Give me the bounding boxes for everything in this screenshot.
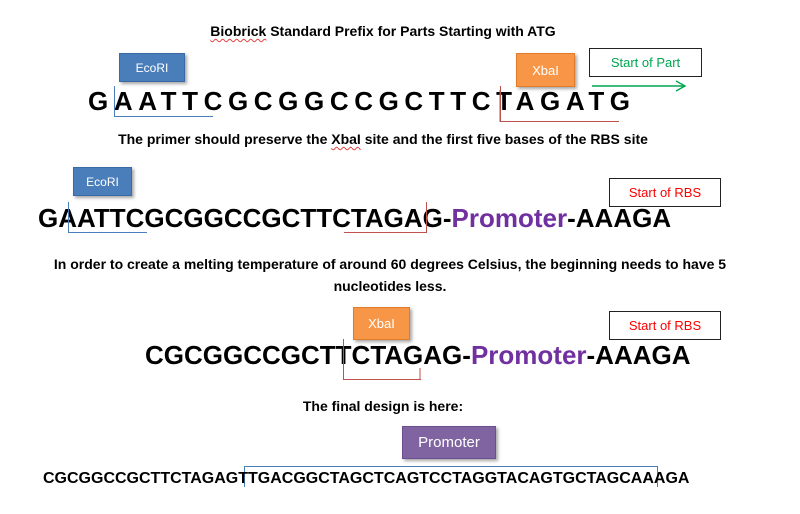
xbai-box-2: XbaI bbox=[353, 307, 410, 340]
xbai-box-1: XbaI bbox=[516, 53, 575, 87]
xbai-label-1: XbaI bbox=[532, 62, 559, 78]
ecori-label-1: EcoRI bbox=[135, 60, 169, 75]
start-of-rbs-label-1: Start of RBS bbox=[628, 185, 702, 200]
final-sequence: CGCGGCCGCTTCTAGAGTTGACGGCTAGCTCAGTCCTAGG… bbox=[43, 470, 690, 487]
ecori-box-2: EcoRI bbox=[73, 167, 132, 196]
promoter-bracket bbox=[244, 466, 658, 487]
promoter-text-2: Promoter bbox=[451, 203, 568, 233]
start-of-part-arrow-head bbox=[675, 80, 687, 92]
ecori-bracket-2 bbox=[68, 202, 147, 233]
promoter-box-label: Promoter bbox=[418, 434, 480, 451]
start-of-part-label: Start of Part bbox=[610, 55, 681, 70]
prefix-sequence-1: GAATTCGCGGCCGCTTCTAGATG bbox=[88, 86, 636, 116]
xbai-bracket-3 bbox=[343, 339, 421, 380]
primer-note: The primer should preserve the XbaI site… bbox=[118, 131, 648, 147]
promoter-box: Promoter bbox=[402, 426, 496, 459]
promoter-text-3: Promoter bbox=[470, 340, 587, 370]
xbai-bracket-2 bbox=[344, 202, 427, 233]
ecori-label-2: EcoRI bbox=[86, 174, 119, 189]
final-design-note: The final design is here: bbox=[302, 398, 464, 414]
prefix-sequence-2: GAATTCGCGGCCGCTTCTAGAG-Promoter-AAAGA bbox=[38, 203, 672, 233]
ecori-bracket-1 bbox=[114, 86, 213, 117]
melting-temperature-note: In order to create a melting temperature… bbox=[53, 256, 727, 294]
start-of-part-box: Start of Part bbox=[589, 48, 702, 77]
start-of-rbs-box-1: Start of RBS bbox=[609, 178, 721, 207]
diagram-title: Biobrick Standard Prefix for Parts Start… bbox=[210, 23, 556, 39]
start-of-rbs-box-2: Start of RBS bbox=[609, 311, 721, 340]
start-of-rbs-label-2: Start of RBS bbox=[628, 318, 702, 333]
xbai-label-2: XbaI bbox=[368, 316, 395, 331]
ecori-box-1: EcoRI bbox=[119, 53, 185, 82]
prefix-sequence-3: CGCGGCCGCTTCTAGAG-Promoter-AAAGA bbox=[145, 340, 691, 370]
